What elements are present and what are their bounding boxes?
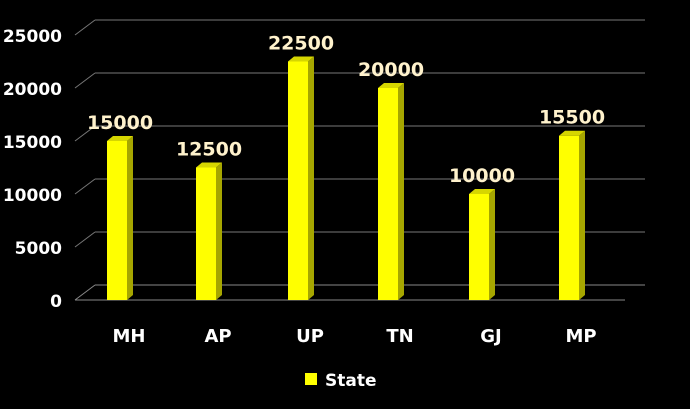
legend-label: State (325, 371, 377, 391)
bar-top (559, 130, 585, 136)
bar-top (378, 83, 404, 88)
gridline-diagonal (74, 72, 96, 89)
x-tick-label: MH (113, 326, 146, 347)
x-tick-label: UP (296, 326, 324, 347)
legend-swatch (305, 373, 317, 385)
bar-front (196, 167, 216, 300)
bar-front (378, 88, 398, 300)
bar-front (107, 141, 127, 300)
data-label: 12500 (176, 139, 242, 161)
y-tick-label: 15000 (3, 133, 62, 153)
data-labels: 15000 12500 22500 20000 10000 15500 (87, 33, 605, 188)
bar-top (196, 162, 222, 168)
gridline-diagonal (74, 231, 96, 248)
bar-front (469, 194, 489, 300)
y-tick-label: 25000 (3, 27, 62, 47)
gridline-diagonal (74, 178, 96, 195)
data-label: 15000 (87, 112, 153, 134)
y-axis-ticks: 0 5000 10000 15000 20000 25000 (3, 27, 62, 312)
x-tick-label: TN (386, 326, 413, 347)
bar-side (308, 56, 314, 300)
y-tick-label: 0 (50, 292, 62, 312)
bar (559, 130, 585, 300)
bar-side (489, 189, 495, 300)
bar-side (579, 130, 585, 300)
bar (288, 56, 314, 300)
x-tick-label: AP (204, 326, 231, 347)
bar (378, 83, 404, 300)
bar-side (398, 83, 404, 300)
bar (107, 136, 133, 300)
y-tick-label: 20000 (3, 80, 62, 100)
x-tick-label: MP (565, 326, 596, 347)
bar (469, 189, 495, 300)
bar-side (216, 162, 222, 300)
gridline-diagonal (74, 19, 96, 36)
bar-front (288, 61, 308, 300)
data-label: 20000 (358, 59, 424, 81)
data-label: 10000 (449, 165, 515, 187)
y-tick-label: 5000 (15, 239, 62, 259)
bar-front (559, 135, 579, 300)
y-tick-label: 10000 (3, 186, 62, 206)
bar-top (469, 189, 495, 194)
data-label: 22500 (268, 33, 334, 55)
bar-top (107, 136, 133, 141)
bar (196, 162, 222, 300)
gridlines (74, 19, 645, 301)
data-label: 15500 (539, 107, 605, 129)
gridline-diagonal (74, 125, 96, 142)
bar-top (288, 56, 314, 62)
bars (107, 56, 585, 300)
legend: State (305, 371, 377, 391)
x-axis-ticks: MH AP UP TN GJ MP (113, 326, 597, 347)
x-tick-label: GJ (480, 326, 501, 347)
bar-side (127, 136, 133, 300)
floor-left-edge (74, 284, 96, 301)
